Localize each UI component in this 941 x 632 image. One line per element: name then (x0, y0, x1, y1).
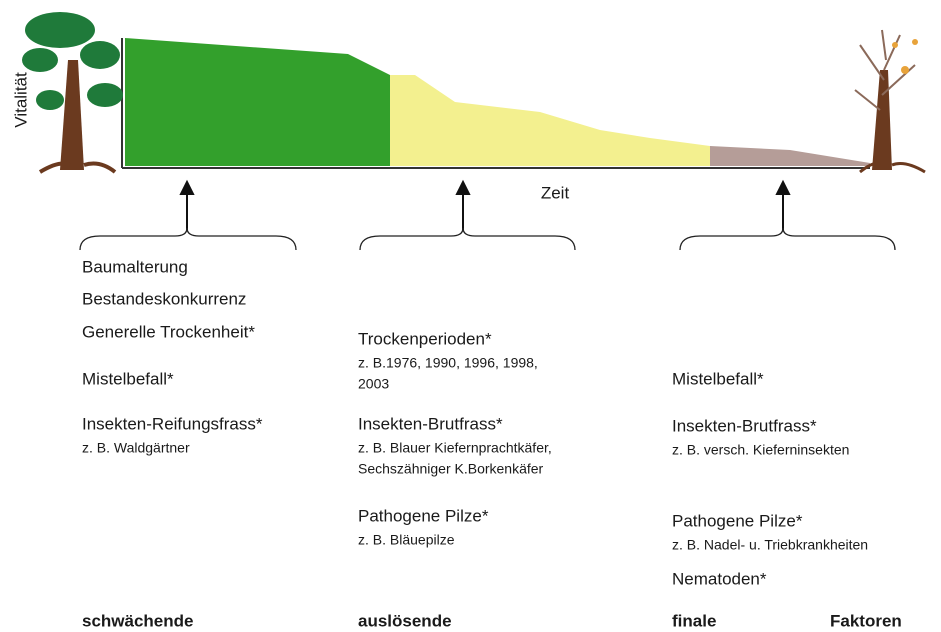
footer-label: Faktoren (830, 611, 902, 630)
factor: Generelle Trockenheit* (82, 322, 255, 341)
factor: Pathogene Pilze* (672, 511, 803, 530)
factor-example: z. B. Blauer Kiefernprachtkäfer, (358, 440, 552, 456)
factor-example: Sechszähniger K.Borkenkäfer (358, 461, 544, 477)
footer-label: schwächende (82, 611, 194, 630)
factor: Baumalterung (82, 257, 188, 276)
factor-example: z. B. Waldgärtner (82, 440, 190, 456)
factor: Insekten-Reifungsfrass* (82, 414, 263, 433)
arrows (181, 182, 789, 230)
x-axis-label: Zeit (541, 183, 570, 202)
factor-example: z. B. Bläuepilze (358, 532, 455, 548)
weakening-band (125, 38, 390, 166)
footer-label: auslösende (358, 611, 452, 630)
y-axis-label: Vitalität (11, 72, 30, 128)
factor: Pathogene Pilze* (358, 506, 489, 525)
factor: Mistelbefall* (672, 369, 764, 388)
diagram: Vitalität Zeit Baumalterung Bestandeskonk… (0, 0, 941, 632)
factor: Insekten-Brutfrass* (672, 416, 817, 435)
factor: Nematoden* (672, 569, 767, 588)
triggering-band (390, 75, 710, 166)
healthy-tree (22, 12, 123, 172)
factor-example: z. B. Nadel- u. Triebkrankheiten (672, 537, 868, 553)
dead-tree (855, 30, 925, 172)
factor: Trockenperioden* (358, 329, 492, 348)
factor: Bestandeskonkurrenz (82, 289, 246, 308)
footer-label: finale (672, 611, 716, 630)
factor-example: z. B. versch. Kieferninsekten (672, 442, 849, 458)
factor: Mistelbefall* (82, 369, 174, 388)
braces (80, 228, 895, 250)
final-band (710, 146, 870, 166)
factor-example: z. B.1976, 1990, 1996, 1998, (358, 355, 538, 371)
factor: Insekten-Brutfrass* (358, 414, 503, 433)
factor-example: 2003 (358, 376, 389, 392)
